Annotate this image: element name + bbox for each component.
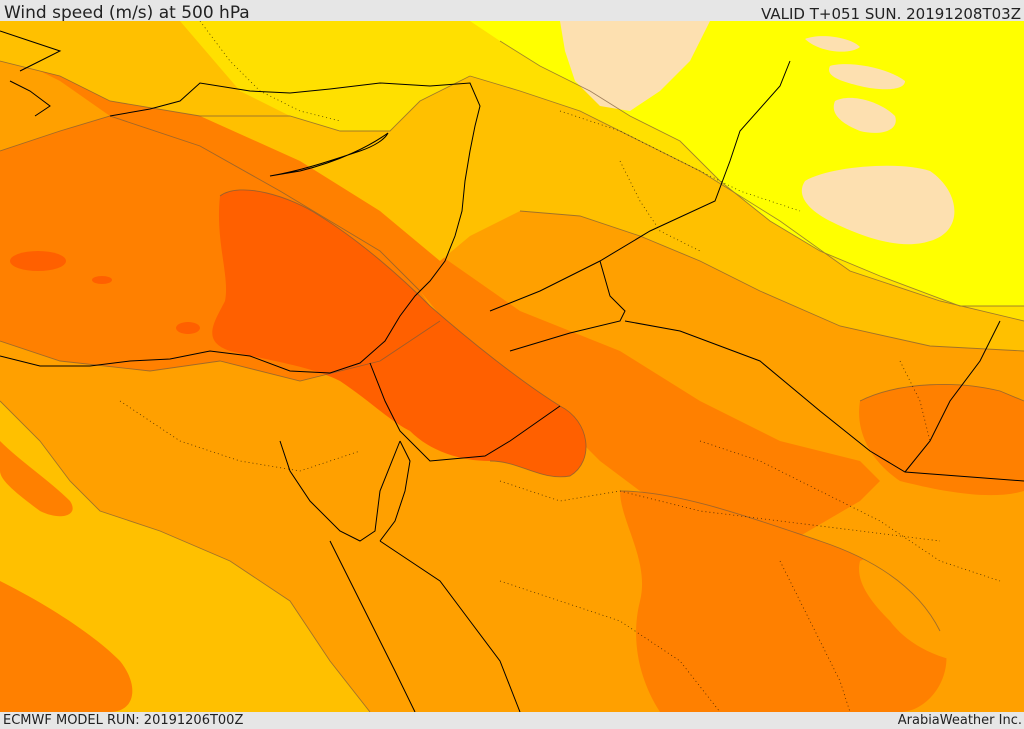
- weak-wind-patch-4: [829, 64, 905, 90]
- weak-wind-patch-1: [560, 21, 710, 111]
- wind-band-4-se: [859, 550, 1024, 665]
- internal-boundaries: [119, 21, 1001, 712]
- valid-time: VALID T+051 SUN. 20191208T03Z: [761, 5, 1021, 23]
- wind-band-5-east: [620, 491, 947, 712]
- borders: [369, 60, 1024, 482]
- wind-band-5-sw-a: [0, 441, 73, 517]
- wind-band-5-sw-b: [0, 581, 133, 712]
- map-frame: [0, 21, 1024, 712]
- wind-band-3: [0, 21, 1024, 351]
- wind-band-3-south: [0, 401, 370, 712]
- wind-band-5-ne: [859, 384, 1024, 496]
- wind-band-2: [180, 21, 1024, 321]
- model-run: ECMWF MODEL RUN: 20191206T00Z: [3, 713, 244, 728]
- wind-band-6: [212, 189, 587, 477]
- wind-band-6-patch-c: [176, 322, 200, 334]
- wind-speed-map: [0, 21, 1024, 712]
- wind-band-5a: [0, 21, 880, 541]
- map-title: Wind speed (m/s) at 500 hPa: [4, 3, 250, 23]
- wind-band-6-patch-b: [92, 276, 112, 284]
- weak-wind-patch-2: [801, 165, 955, 245]
- credit-text: ArabiaWeather Inc.: [897, 713, 1022, 728]
- weak-wind-patch-5: [805, 36, 860, 52]
- coastlines: [0, 30, 521, 712]
- wind-band-6-patch-a: [10, 251, 66, 271]
- weak-wind-patch-3: [833, 97, 896, 133]
